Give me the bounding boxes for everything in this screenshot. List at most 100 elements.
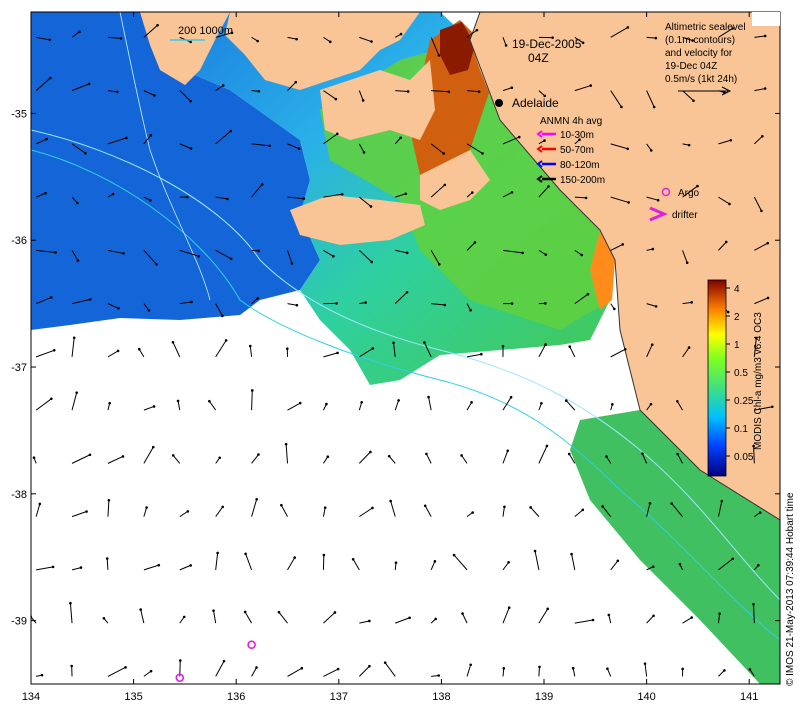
velocity-arrow xyxy=(574,85,591,92)
velocity-arrow xyxy=(35,503,41,517)
velocity-arrow xyxy=(287,303,297,306)
velocity-arrow-head xyxy=(230,31,234,35)
velocity-arrow-head xyxy=(651,565,655,569)
svg-text:Altimetric sealevel: Altimetric sealevel xyxy=(665,22,746,33)
land-upper-spencer xyxy=(140,12,230,85)
velocity-arrow-head xyxy=(452,553,456,557)
velocity-arrow-head xyxy=(443,303,447,307)
velocity-arrow-head xyxy=(155,262,158,266)
colorbar-title: MODIS Chl-a mg/m3 v6.4 OC3 xyxy=(753,312,764,450)
velocity-arrow-head xyxy=(286,347,289,350)
velocity-arrow xyxy=(287,402,301,411)
velocity-arrow-head xyxy=(221,505,225,509)
velocity-arrow xyxy=(107,303,119,309)
velocity-arrow-head xyxy=(752,444,755,448)
velocity-arrow-head xyxy=(748,668,752,671)
velocity-arrow xyxy=(36,566,54,571)
colorbar-ticks: 4 2 1 0.5 0.25 0.1 0.05 xyxy=(726,284,754,463)
velocity-arrow-head xyxy=(368,619,371,623)
velocity-arrow xyxy=(251,143,270,147)
velocity-arrow xyxy=(287,143,300,150)
velocity-arrow-head xyxy=(763,34,767,38)
velocity-arrow xyxy=(646,615,654,624)
velocity-arrow xyxy=(107,249,124,254)
velocity-arrow xyxy=(395,249,408,254)
velocity-arrow xyxy=(322,456,329,464)
velocity-arrow xyxy=(285,444,289,464)
velocity-arrow-head xyxy=(334,97,338,101)
velocity-arrow xyxy=(423,342,432,358)
velocity-arrow-head xyxy=(533,549,537,553)
velocity-arrow xyxy=(606,668,612,677)
velocity-arrow-head xyxy=(517,135,521,139)
velocity-arrow xyxy=(602,506,612,517)
velocity-arrow-head xyxy=(44,191,47,195)
argo-label: Argo xyxy=(678,188,700,199)
velocity-arrow xyxy=(682,250,688,263)
velocity-arrow xyxy=(671,503,683,517)
velocity-arrow xyxy=(610,143,628,150)
velocity-arrow-head xyxy=(340,192,344,196)
velocity-arrow-head xyxy=(433,560,437,563)
colorbar xyxy=(707,279,727,477)
argo-legend-icon xyxy=(661,187,671,197)
velocity-arrow xyxy=(35,138,47,145)
velocity-arrow xyxy=(215,660,225,677)
velocity-arrow-head xyxy=(335,132,339,136)
velocity-arrow xyxy=(71,83,90,92)
velocity-arrow xyxy=(644,663,648,677)
velocity-arrow-head xyxy=(147,309,151,312)
velocity-arrow xyxy=(754,35,766,38)
adelaide-marker xyxy=(495,99,503,107)
anmn-legend-item: 10-30m xyxy=(536,130,594,141)
velocity-arrow-head xyxy=(477,90,481,94)
velocity-arrow-head xyxy=(111,192,115,196)
velocity-arrow-head xyxy=(156,23,159,27)
velocity-arrow xyxy=(646,143,652,151)
velocity-arrow-head xyxy=(182,615,186,619)
velocity-arrow-head xyxy=(691,39,694,42)
place-label: Adelaide xyxy=(512,96,559,110)
velocity-arrow-head xyxy=(122,252,125,255)
velocity-arrow xyxy=(502,87,512,92)
velocity-arrow xyxy=(641,453,648,464)
velocity-arrow-head xyxy=(761,135,764,138)
velocity-arrow xyxy=(245,553,253,571)
velocity-arrow xyxy=(384,662,396,677)
velocity-arrow-head xyxy=(394,561,398,564)
velocity-arrow xyxy=(251,183,263,198)
velocity-arrow-head xyxy=(280,503,283,507)
velocity-arrow-head xyxy=(115,90,119,94)
velocity-arrow xyxy=(35,398,52,411)
velocity-arrow-head xyxy=(87,82,91,86)
anmn-legend-item: 50-70m xyxy=(536,145,594,156)
velocity-arrow-head xyxy=(369,205,373,208)
velocity-arrow-head xyxy=(758,511,762,514)
anmn-legend-label: 50-70m xyxy=(560,145,594,156)
velocity-arrow xyxy=(718,27,733,38)
velocity-arrow-head xyxy=(371,506,374,510)
velocity-arrow-head xyxy=(229,257,233,261)
velocity-arrow-head xyxy=(404,192,408,196)
velocity-arrow-head xyxy=(145,506,148,509)
velocity-arrow-head xyxy=(45,137,48,141)
velocity-arrow-head xyxy=(284,442,288,446)
velocity-arrow-head xyxy=(107,499,111,502)
velocity-arrow-head xyxy=(724,240,728,244)
velocity-arrow xyxy=(358,451,371,464)
velocity-arrow-head xyxy=(731,557,735,561)
velocity-arrow xyxy=(426,453,432,464)
anmn-legend-item: 150-200m xyxy=(536,175,605,186)
velocity-arrow xyxy=(568,453,576,464)
velocity-arrow-head xyxy=(763,87,767,90)
velocity-arrow-head xyxy=(757,563,760,567)
velocity-arrow xyxy=(466,664,472,677)
velocity-arrow xyxy=(71,298,91,305)
velocity-arrow-head xyxy=(670,502,673,505)
velocity-arrow-head xyxy=(336,351,339,355)
velocity-arrow-head xyxy=(255,666,258,669)
velocity-arrow xyxy=(359,36,372,43)
velocity-arrow-head xyxy=(268,144,272,148)
velocity-arrow-head xyxy=(690,301,693,304)
velocity-arrow xyxy=(502,607,510,624)
